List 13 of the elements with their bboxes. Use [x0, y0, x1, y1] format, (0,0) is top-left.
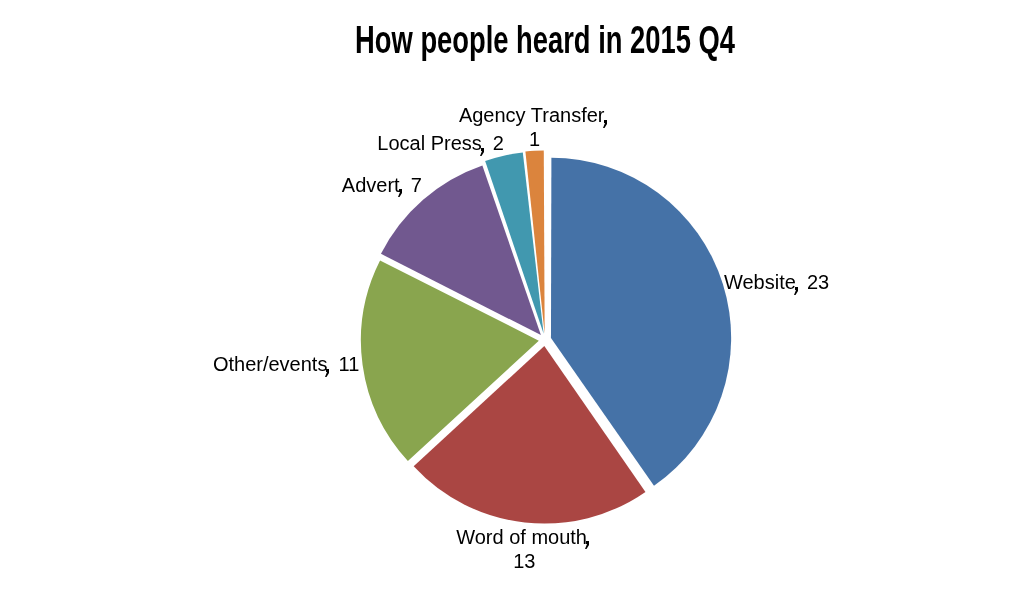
- chart-title: How people heard in 2015 Q4: [355, 18, 736, 62]
- data-label: 2: [492, 132, 504, 155]
- slice-label: Local Press: [377, 132, 482, 155]
- data-label: 13: [513, 549, 536, 572]
- slice-label: Website: [723, 271, 796, 294]
- data-label: 1: [529, 128, 541, 151]
- slice-label: Agency Transfer: [458, 104, 605, 127]
- slice-label: Word of mouth: [456, 525, 588, 548]
- slice-label: Advert: [341, 173, 401, 196]
- data-label: 7: [410, 173, 422, 196]
- slice-label: Other/events: [212, 353, 328, 376]
- data-label: 11: [338, 353, 360, 376]
- data-label: 23: [806, 271, 830, 294]
